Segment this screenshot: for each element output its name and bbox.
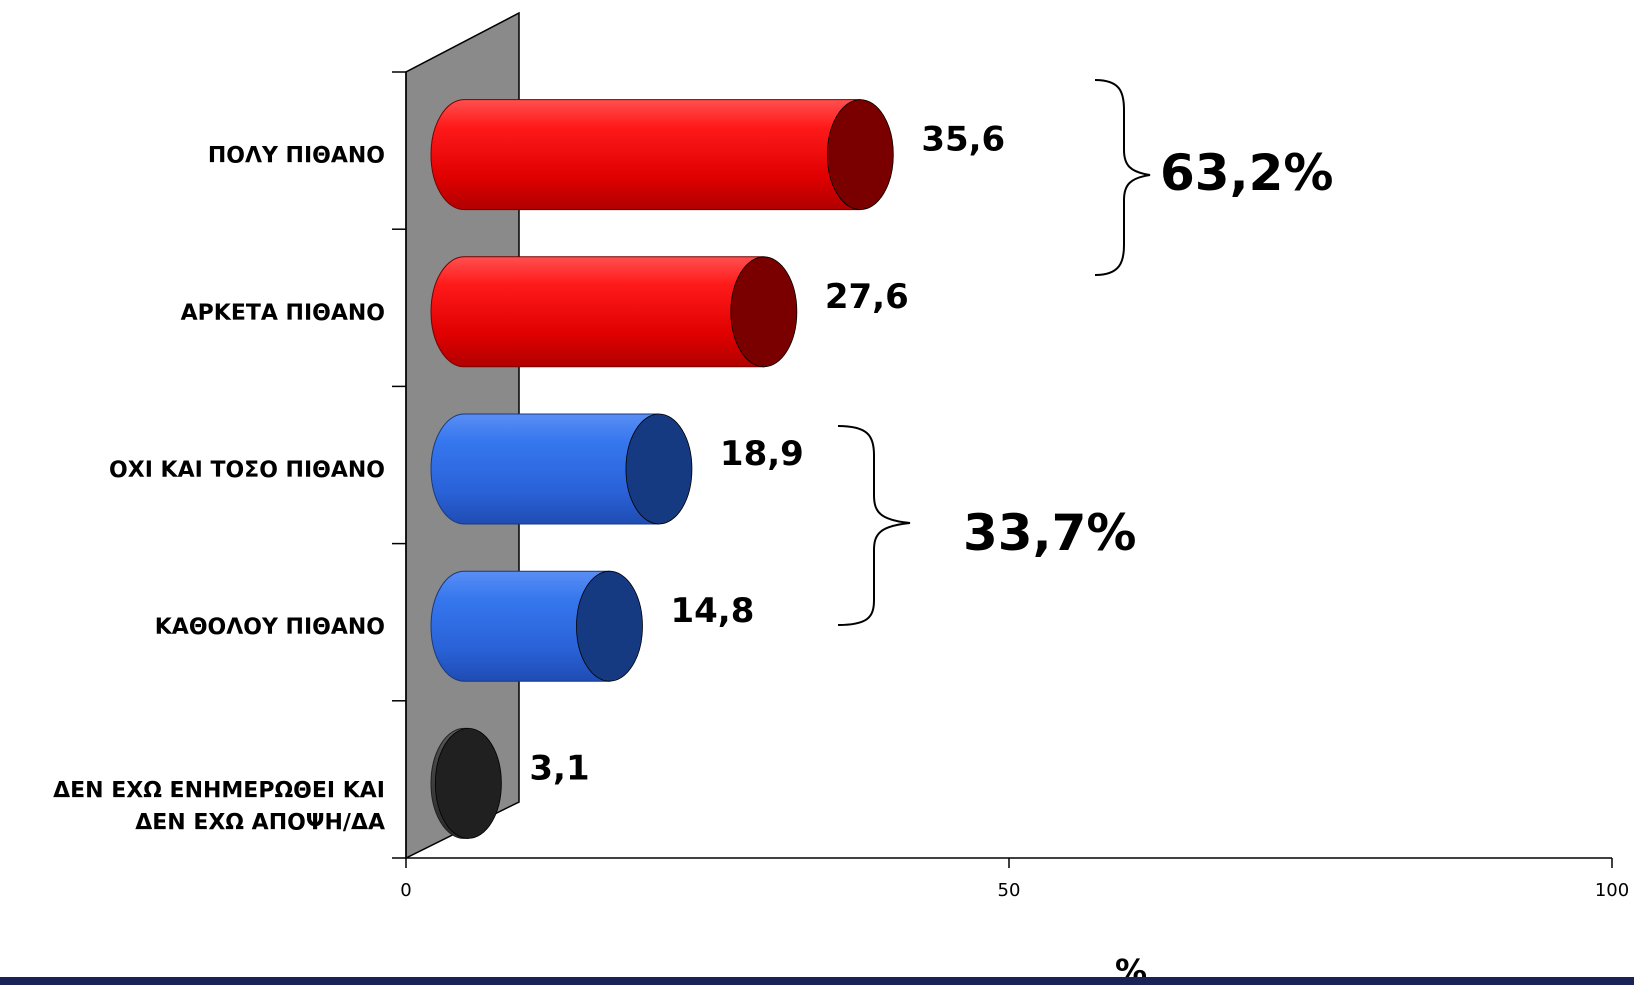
bar [430,727,502,839]
bar-body [430,99,861,211]
footer-bar [0,977,1634,985]
bar [430,99,894,211]
bar-body [430,570,610,682]
bar-value-label: 18,9 [720,434,804,474]
x-tick-label: 0 [400,880,411,901]
category-label: ΟΧΙ ΚΑΙ ΤΟΣΟ ΠΙΘΑΝΟ [109,458,385,483]
bar [430,570,643,682]
group-label-2: 33,7% [963,504,1136,562]
bar [430,256,798,368]
bar-value-label: 27,6 [825,277,909,317]
bar-value-label: 35,6 [921,120,1005,160]
bar-end-cap [730,256,798,368]
bar-body [430,413,660,525]
group-brace-2 [837,425,911,626]
category-label: ΑΡΚΕΤΑ ΠΙΘΑΝΟ [181,301,385,326]
bar-end-cap [625,413,693,525]
group-brace-1 [1094,79,1151,276]
bar-end-cap [576,570,643,682]
category-label: ΔΕΝ ΕΧΩ ΕΝΗΜΕΡΩΘΕΙ ΚΑΙ [53,778,385,803]
category-label: ΔΕΝ ΕΧΩ ΑΠΟΨΗ/ΔΑ [135,810,385,835]
bar-end-cap [434,728,502,839]
bar-value-label: 14,8 [670,591,754,631]
x-tick-label: 50 [998,880,1021,901]
bar-value-label: 3,1 [529,748,589,788]
category-label: ΠΟΛΥ ΠΙΘΑΝΟ [208,144,385,169]
bar [430,413,693,525]
bar-end-cap [826,99,894,211]
category-label: ΚΑΘΟΛΟΥ ΠΙΘΑΝΟ [155,615,385,640]
bar-body [430,256,765,368]
x-tick-label: 100 [1595,880,1629,901]
group-label-1: 63,2% [1160,144,1333,202]
